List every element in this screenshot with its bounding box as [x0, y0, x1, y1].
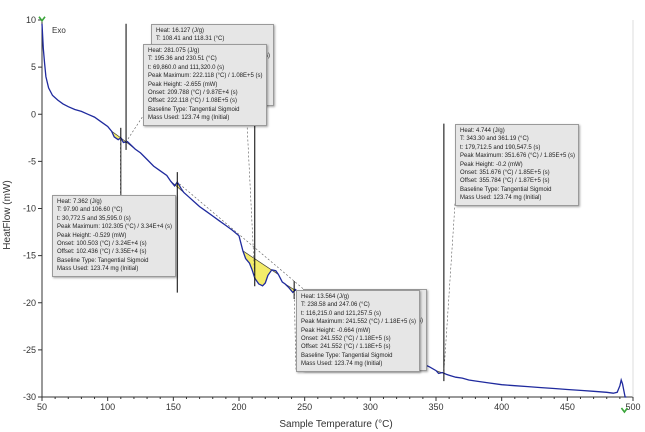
- annotation-line: Baseline Type: Tangential Sigmoid: [148, 106, 240, 113]
- annotation-line: Baseline Type: Tangential Sigmoid: [460, 186, 552, 193]
- exo-label: Exo: [52, 26, 66, 35]
- x-axis-title: Sample Temperature (°C): [279, 419, 392, 430]
- x-tick-label: 400: [494, 402, 509, 412]
- annotation-line: Peak Maximum: 102.305 (°C) / 3.34E+4 (s): [57, 224, 172, 231]
- y-axis-title: HeatFlow (mW): [2, 180, 13, 249]
- annotation-line: Peak Maximum: 351.676 (°C) / 1.85E+5 (s): [460, 153, 575, 160]
- x-tick-label: 300: [363, 402, 378, 412]
- annotation-line: Mass Used: 123.74 mg (Initial): [57, 266, 139, 273]
- x-tick-label: 150: [166, 402, 181, 412]
- annotation-line: Offset: 222.118 (°C) / 1.08E+5 (s): [148, 98, 238, 105]
- x-tick-label: 200: [231, 402, 246, 412]
- annotation-line: t: 179,712.5 and 190,547.5 (s): [460, 144, 541, 151]
- heatflow-curve: [41, 23, 627, 398]
- x-tick-label: 350: [428, 402, 443, 412]
- peak-fill-4: [242, 250, 279, 287]
- y-tick-label: -30: [23, 392, 36, 402]
- annotation-line: T: 108.41 and 118.31 (°C): [156, 36, 225, 43]
- annotation-line: Peak Height: -0.2 (mW): [460, 161, 523, 168]
- y-tick-label: -10: [23, 204, 36, 214]
- leader-line-6: [443, 203, 456, 374]
- annotation-line: Offset: 355.784 (°C) / 1.87E+5 (s): [460, 178, 550, 185]
- leader-line-5: [293, 290, 297, 370]
- annotation-line: Onset: 241.552 (°C) / 1.18E+5 (s): [301, 336, 391, 343]
- annotation-line: Baseline Type: Tangential Sigmoid: [57, 257, 149, 264]
- annotation-line: Peak Height: -2.655 (mW): [148, 81, 218, 88]
- annotation-line: Baseline Type: Tangential Sigmoid: [301, 352, 393, 359]
- annotation-line: Onset: 209.788 (°C) / 9.87E+4 (s): [148, 90, 238, 97]
- heatflow-curve-group: [38, 16, 629, 414]
- peak-annotation-5: Heat: 13.564 (J/g) T: 238.58 and 247.06 (…: [296, 290, 420, 372]
- leader-line-2: [125, 103, 152, 143]
- annotation-line: Peak Maximum: 241.552 (°C) / 1.18E+5 (s): [301, 319, 416, 326]
- end-check-icon: [620, 407, 629, 414]
- leader-line-3: [177, 181, 304, 289]
- peak-annotation-6: Heat: 4.744 (J/g) T: 343.30 and 361.19 (°…: [455, 124, 579, 206]
- annotation-line: Mass Used: 123.74 mg (Initial): [301, 361, 383, 368]
- start-check-icon: [38, 16, 46, 23]
- y-tick-label: 0: [31, 109, 36, 119]
- annotation-line: Peak Height: -0.664 (mW): [301, 327, 371, 334]
- annotation-line: Offset: 102.436 (°C) / 3.35E+4 (s): [57, 249, 147, 256]
- annotation-line: T: 238.58 and 247.06 (°C): [301, 302, 370, 309]
- y-tick-label: -25: [23, 345, 36, 355]
- x-tick-label: 450: [560, 402, 575, 412]
- annotation-line: T: 97.90 and 106.60 (°C): [57, 207, 123, 214]
- annotation-line: Heat: 16.127 (J/g): [156, 28, 205, 34]
- annotation-line: Peak Height: -0.529 (mW): [57, 232, 127, 239]
- y-tick-label: -15: [23, 251, 36, 261]
- annotation-line: Offset: 241.552 (°C) / 1.18E+5 (s): [301, 344, 391, 351]
- peak-annotation-4: Heat: 281.075 (J/g) T: 195.36 and 230.51 …: [143, 44, 267, 126]
- annotation-line: T: 343.30 and 361.19 (°C): [460, 136, 529, 143]
- annotation-line: t: 30,772.5 and 35,595.0 (s): [57, 215, 131, 222]
- peak-annotation-1: Heat: 7.362 (J/g) T: 97.90 and 106.60 (°C…: [52, 195, 176, 277]
- annotation-line: Onset: 351.676 (°C) / 1.85E+5 (s): [460, 170, 550, 177]
- annotation-line: Heat: 13.564 (J/g): [301, 294, 350, 300]
- annotation-line: t: 69,860.0 and 111,320.0 (s): [148, 64, 225, 71]
- annotation-leader-lines: [120, 103, 456, 374]
- annotation-line: Mass Used: 123.74 mg (Initial): [460, 195, 542, 202]
- y-tick-label: -5: [28, 156, 36, 166]
- annotation-line: t: 116,215.0 and 121,257.5 (s): [301, 310, 381, 317]
- annotation-line: Heat: 281.075 (J/g): [148, 48, 200, 54]
- leader-line-4: [246, 123, 256, 279]
- x-tick-label: 100: [100, 402, 115, 412]
- chart-axes: 50 100 150 200 250 300 350 400 450 500-30-25-20-1…: [23, 15, 641, 412]
- peak-baseline-1: [111, 130, 121, 139]
- x-tick-label: 250: [297, 402, 312, 412]
- annotation-line: Onset: 100.503 (°C) / 3.24E+4 (s): [57, 241, 147, 248]
- annotation-line: Mass Used: 123.74 mg (Initial): [148, 115, 230, 122]
- x-tick-label: 500: [625, 402, 640, 412]
- x-tick-label: 50: [37, 402, 47, 412]
- annotation-line: Heat: 7.362 (J/g): [57, 199, 102, 205]
- y-tick-label: -20: [23, 298, 36, 308]
- annotation-line: Peak Maximum: 222.118 (°C) / 1.08E+5 (s): [148, 73, 263, 80]
- annotation-line: T: 195.36 and 230.51 (°C): [148, 56, 217, 63]
- y-tick-label: 10: [26, 15, 36, 25]
- annotation-line: Heat: 4.744 (J/g): [460, 128, 505, 134]
- y-tick-label: 5: [31, 62, 36, 72]
